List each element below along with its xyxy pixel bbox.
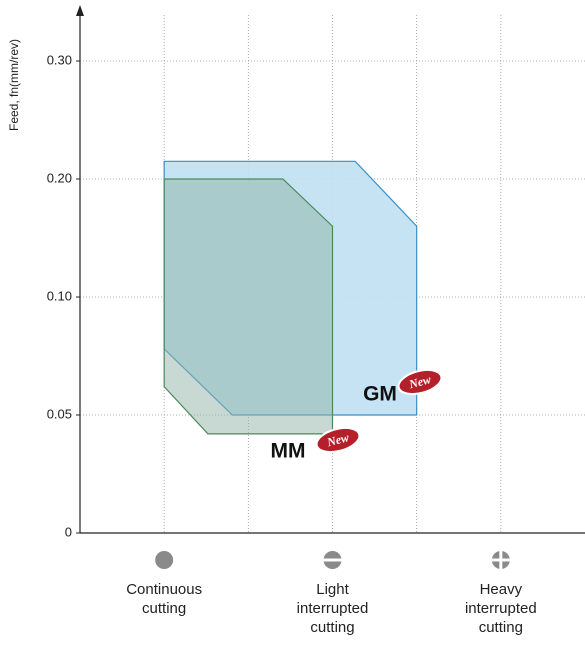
icon-cut <box>499 551 503 569</box>
series-label: GM <box>363 383 397 406</box>
x-category-label: Heavy interrupted cutting <box>464 581 537 636</box>
new-badge-text: New <box>325 430 352 450</box>
series-label: MM <box>271 440 306 463</box>
y-tick-label: 0 <box>65 524 72 539</box>
x-category-label: Light interrupted cutting <box>296 581 369 636</box>
icon-cut <box>323 558 342 562</box>
new-badge-text: New <box>407 372 434 392</box>
condition-icon <box>155 551 174 569</box>
new-badge <box>315 426 361 454</box>
y-axis-arrow <box>76 5 84 16</box>
y-tick-label: 0.10 <box>47 288 72 303</box>
y-axis-label: Feed, fn(mm/rev) <box>7 39 21 131</box>
y-tick-label: 0.30 <box>47 52 72 67</box>
x-category-label: Continuous cutting <box>126 581 203 617</box>
y-tick-label: 0.05 <box>47 406 72 421</box>
new-badge <box>397 368 443 396</box>
range-area <box>163 178 334 435</box>
y-tick-label: 0.20 <box>47 170 72 185</box>
